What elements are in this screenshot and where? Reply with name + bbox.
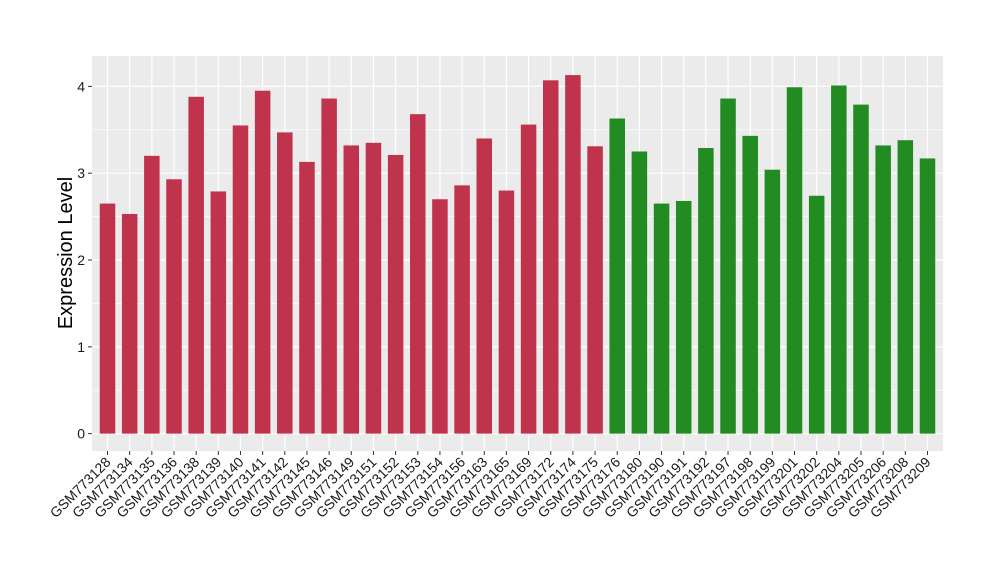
bar-gsm773153: [410, 114, 426, 434]
bar-gsm773204: [831, 85, 847, 434]
bar-gsm773151: [365, 142, 382, 434]
bar-gsm773139: [210, 191, 227, 434]
bar-gsm773202: [808, 195, 825, 434]
y-tick-label: 1: [77, 339, 85, 355]
bar-gsm773142: [277, 132, 293, 434]
bar-gsm773208: [897, 140, 914, 434]
bar-gsm773141: [254, 90, 271, 434]
bar-gsm773138: [188, 96, 204, 434]
bar-gsm773169: [520, 124, 537, 434]
bar-gsm773176: [609, 118, 625, 434]
bar-gsm773190: [653, 203, 670, 434]
bar-gsm773146: [321, 98, 337, 434]
bar-gsm773149: [343, 145, 360, 434]
bar-gsm773192: [698, 148, 714, 434]
y-tick-label: 4: [77, 78, 85, 94]
bar-gsm773198: [742, 135, 758, 434]
bar-gsm773165: [498, 190, 515, 434]
bar-gsm773154: [432, 199, 448, 434]
bars-group: [99, 75, 936, 434]
bar-gsm773199: [764, 169, 781, 434]
bar-gsm773145: [299, 161, 315, 434]
bar-gsm773205: [853, 104, 869, 434]
bar-gsm773175: [587, 146, 603, 434]
bar-gsm773209: [919, 158, 936, 434]
bar-gsm773172: [542, 80, 559, 434]
bar-gsm773197: [720, 98, 736, 434]
bar-gsm773206: [875, 145, 891, 434]
bar-gsm773191: [675, 200, 692, 434]
bar-gsm773152: [387, 154, 404, 434]
bar-gsm773156: [454, 185, 470, 434]
y-tick-label: 0: [77, 426, 85, 442]
bar-gsm773201: [786, 87, 803, 434]
bar-gsm773135: [144, 155, 160, 434]
x-axis: GSM773128GSM773134GSM773135GSM773136GSM7…: [47, 451, 934, 521]
y-tick-label: 2: [77, 252, 85, 268]
y-axis: 0 1 2 3 4: [77, 78, 92, 442]
bar-gsm773140: [232, 125, 249, 434]
y-axis-title: Expression Level: [55, 177, 77, 329]
bar-gsm773163: [476, 138, 493, 434]
bar-gsm773128: [99, 203, 116, 434]
bar-gsm773134: [121, 214, 138, 434]
bar-gsm773180: [631, 151, 648, 434]
y-tick-label: 3: [77, 165, 85, 181]
bar-gsm773136: [166, 179, 182, 434]
bar-gsm773174: [565, 75, 581, 434]
